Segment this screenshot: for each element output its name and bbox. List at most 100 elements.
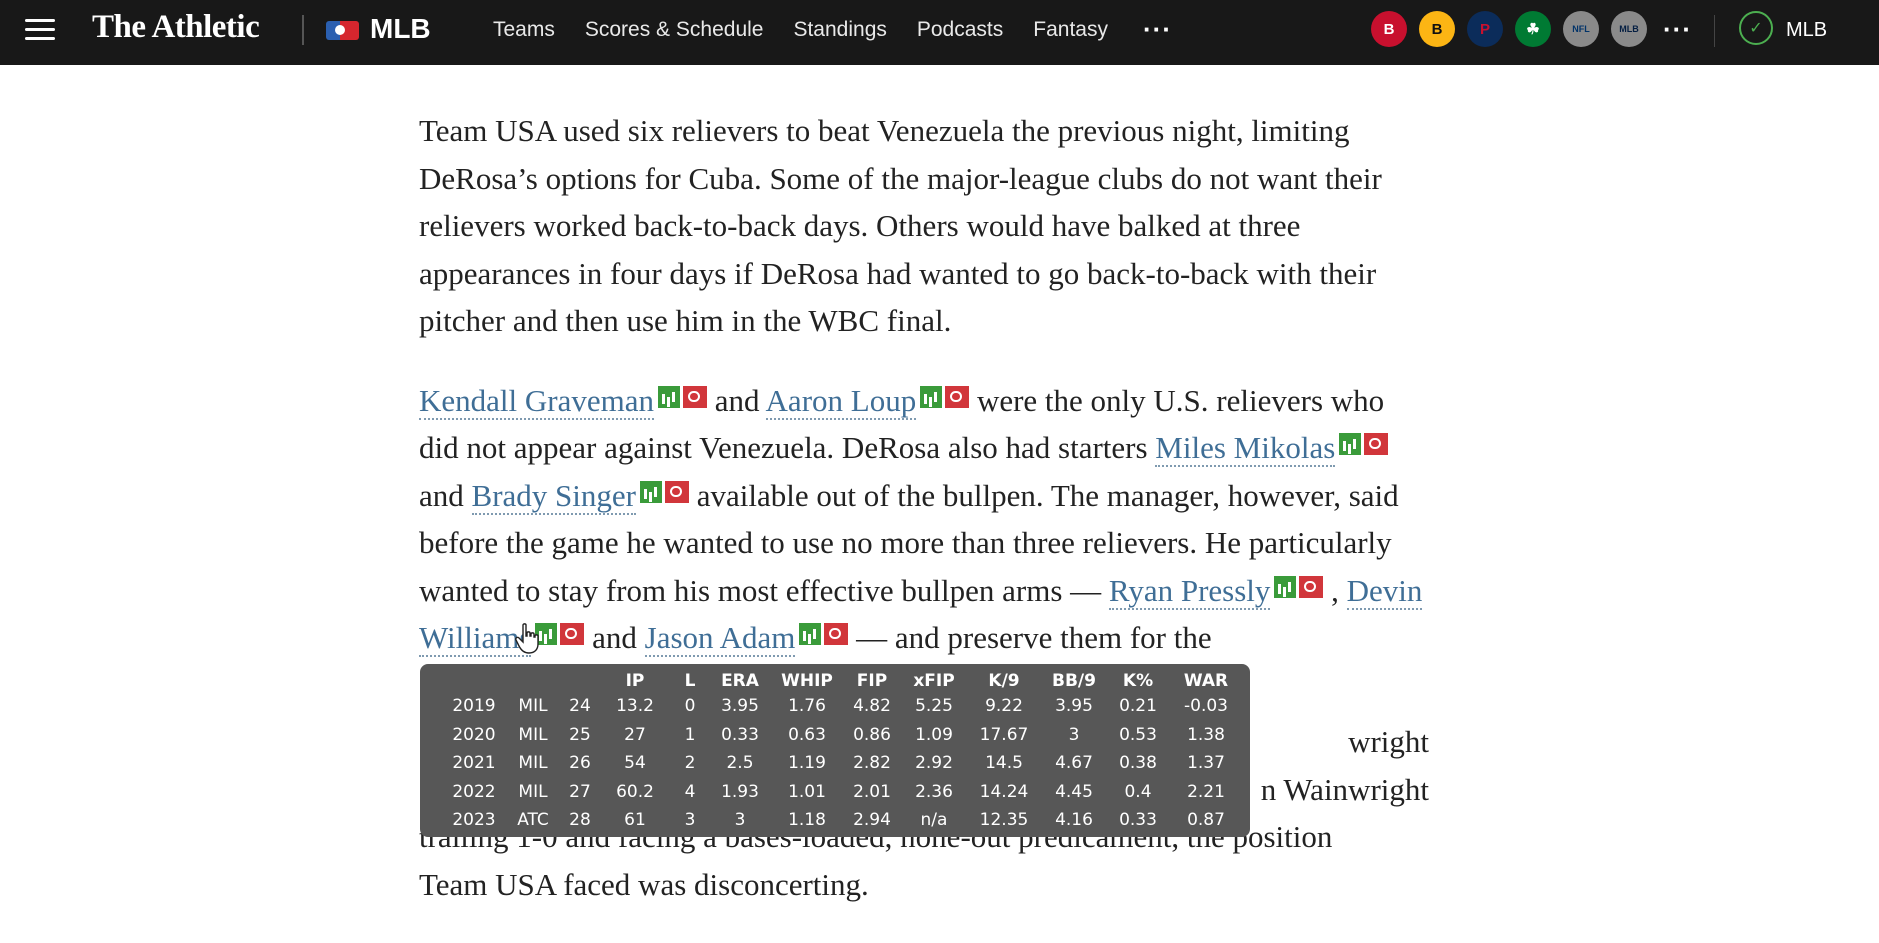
- stats-cell: 4: [684, 781, 696, 802]
- fielding-glove-icon[interactable]: [560, 623, 585, 645]
- following-label[interactable]: MLB: [1786, 19, 1828, 41]
- stats-cell: 0.38: [1119, 753, 1157, 774]
- red-sox-icon[interactable]: B: [1371, 11, 1407, 47]
- stats-cell: 3.95: [721, 696, 759, 717]
- player-link-devin-williams[interactable]: Devin Williams: [419, 572, 1423, 657]
- nav-standings[interactable]: Standings: [793, 18, 887, 41]
- stats-cell: 9.22: [985, 696, 1023, 717]
- stats-cell: 1.76: [788, 696, 826, 717]
- paragraph-text: Team USA faced was disconcerting.: [419, 866, 869, 902]
- player-stats-table: IP L ERA WHIP FIP xFIP K/9 BB/9 K% WAR 2019 MIL 24 1…: [440, 670, 1246, 835]
- stats-cell: 2.36: [915, 781, 953, 802]
- celtics-icon[interactable]: ☘: [1515, 11, 1551, 47]
- stats-chart-icon[interactable]: [657, 385, 680, 408]
- main-nav: Teams Scores & Schedule Standings Podcas…: [493, 18, 1108, 42]
- stats-chart-icon[interactable]: [1339, 433, 1362, 455]
- mlb-icon[interactable]: MLB: [1611, 11, 1647, 47]
- nav-scores-schedule[interactable]: Scores & Schedule: [584, 18, 764, 41]
- stats-cell: MIL: [518, 696, 548, 717]
- stats-chart-icon[interactable]: [1274, 575, 1297, 598]
- league-title[interactable]: MLB: [370, 13, 431, 44]
- article-paragraph: Kendall Graveman and Aaron Loup were the…: [419, 377, 1429, 662]
- fielding-glove-icon[interactable]: [664, 480, 689, 503]
- stats-chart-icon[interactable]: [799, 623, 822, 645]
- nav-more-icon[interactable]: ···: [1143, 14, 1172, 44]
- team-icons-more-icon[interactable]: ···: [1663, 14, 1692, 44]
- stats-chart-icon[interactable]: [535, 623, 558, 645]
- following-check-icon[interactable]: ✓: [1739, 11, 1773, 45]
- fielding-glove-icon[interactable]: [1299, 575, 1324, 598]
- player-stats-tooltip: IP L ERA WHIP FIP xFIP K/9 BB/9 K% WAR 2019 MIL 24 1…: [420, 664, 1250, 837]
- stats-column-header: FIP: [856, 671, 888, 691]
- stats-cell: 5.25: [915, 696, 953, 717]
- stats-cell: 2.94: [853, 810, 891, 831]
- stats-cell: 14.24: [979, 781, 1029, 802]
- stats-cell: 28: [569, 810, 591, 831]
- stats-cell: 60.2: [616, 781, 654, 802]
- stats-column-header: BB/9: [1052, 671, 1096, 691]
- stats-cell: 2019: [452, 696, 496, 717]
- fielding-glove-icon[interactable]: [824, 623, 849, 645]
- stats-column-header: [440, 670, 508, 692]
- stats-column-header: [558, 670, 602, 692]
- stats-cell: 0.63: [788, 724, 826, 745]
- stats-cell: 2.21: [1187, 781, 1225, 802]
- stats-cell: 0.21: [1119, 696, 1157, 717]
- stats-cell: 14.5: [985, 753, 1023, 774]
- stats-cell: 1.19: [788, 753, 826, 774]
- site-logo[interactable]: The Athletic: [92, 9, 260, 45]
- patriots-icon[interactable]: P: [1467, 11, 1503, 47]
- nav-fantasy[interactable]: Fantasy: [1033, 18, 1108, 41]
- stats-cell: 1.09: [915, 724, 953, 745]
- stats-cell: n/a: [920, 810, 948, 831]
- stats-column-header: ERA: [721, 671, 759, 691]
- stats-row: 2019 MIL 24 13.2 0 3.95 1.76 4.82 5.25 9.22 3.95 0.…: [440, 692, 1246, 721]
- stats-row: 2020 MIL 25 27 1 0.33 0.63 0.86 1.09 17.67 3 0.53 1.…: [440, 721, 1246, 750]
- nav-podcasts[interactable]: Podcasts: [916, 18, 1004, 41]
- stats-column-header: [508, 670, 558, 692]
- nfl-icon[interactable]: NFL: [1563, 11, 1599, 47]
- stats-cell: 1.37: [1187, 753, 1225, 774]
- stats-cell: 2.01: [853, 781, 891, 802]
- player-link-kendall-graveman[interactable]: Kendall Graveman: [419, 382, 654, 420]
- stats-row: 2021 MIL 26 54 2 2.5 1.19 2.82 2.92 14.5 4.67 0.38 1…: [440, 749, 1246, 778]
- stats-cell: 2020: [452, 724, 496, 745]
- paragraph-text: wright: [1348, 724, 1429, 759]
- stats-cell: 13.2: [616, 696, 654, 717]
- stats-column-header: IP: [625, 671, 645, 691]
- nav-teams[interactable]: Teams: [493, 18, 555, 41]
- player-link-ryan-pressly[interactable]: Ryan Pressly: [1108, 572, 1271, 610]
- stats-chart-icon[interactable]: [639, 480, 662, 503]
- stats-cell: 2.92: [915, 753, 953, 774]
- article-paragraph: Team USA used six relievers to beat Vene…: [419, 113, 1382, 338]
- player-link-aaron-loup[interactable]: Aaron Loup: [765, 382, 917, 420]
- bruins-icon[interactable]: B: [1419, 11, 1455, 47]
- stats-cell: 2.82: [853, 753, 891, 774]
- stats-cell: 2.5: [726, 753, 754, 774]
- stats-cell: 27: [624, 724, 646, 745]
- stats-column-header: WHIP: [781, 671, 833, 691]
- stats-cell: ATC: [517, 810, 549, 831]
- mlb-logo-icon[interactable]: [326, 21, 359, 40]
- stats-cell: 4.82: [853, 696, 891, 717]
- hamburger-menu-icon[interactable]: [25, 19, 55, 43]
- stats-chart-icon[interactable]: [920, 385, 943, 408]
- stats-cell: 2021: [452, 753, 496, 774]
- stats-cell: 1: [684, 724, 696, 745]
- paragraph-text: and: [706, 382, 766, 418]
- player-link-miles-mikolas[interactable]: Miles Mikolas: [1155, 430, 1336, 467]
- stats-column-header: xFIP: [913, 671, 955, 691]
- stats-cell: 0.86: [853, 724, 891, 745]
- stats-cell: 3: [684, 810, 696, 831]
- stats-cell: 1.38: [1187, 724, 1225, 745]
- fielding-glove-icon[interactable]: [682, 385, 707, 408]
- stats-header-row: IP L ERA WHIP FIP xFIP K/9 BB/9 K% WAR: [440, 670, 1246, 692]
- stats-cell: 2: [684, 753, 696, 774]
- player-link-brady-singer[interactable]: Brady Singer: [471, 477, 636, 515]
- stats-cell: 0.33: [1119, 810, 1157, 831]
- fielding-glove-icon[interactable]: [1364, 433, 1389, 455]
- fielding-glove-icon[interactable]: [945, 385, 970, 408]
- paragraph-text: and: [584, 620, 645, 655]
- stats-cell: 0: [684, 696, 696, 717]
- player-link-jason-adam[interactable]: Jason Adam: [644, 620, 796, 657]
